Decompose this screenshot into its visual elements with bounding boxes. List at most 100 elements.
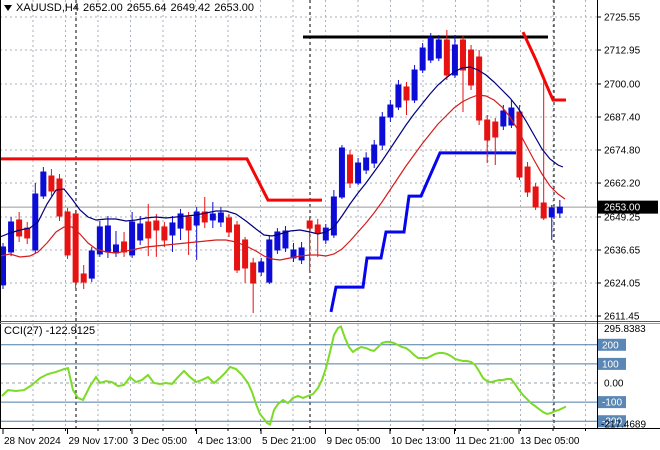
candle — [411, 64, 418, 104]
candle — [363, 152, 370, 174]
cci-zero-label: 0.00 — [604, 379, 624, 390]
candle — [234, 220, 241, 273]
price-axis-label: 2712.95 — [604, 46, 641, 57]
candle — [540, 74, 547, 220]
candle — [201, 196, 208, 229]
candle — [387, 100, 394, 123]
chart-title: XAUUSD,H4 2652.00 2655.64 2649.42 2653.00 — [4, 2, 258, 14]
price-axis-label: 2687.40 — [604, 112, 641, 123]
candle — [48, 169, 55, 197]
candle — [177, 208, 184, 240]
candle — [258, 257, 265, 276]
ma-slow-line — [0, 94, 566, 261]
candle — [153, 213, 160, 257]
candle — [88, 246, 95, 283]
candle — [225, 213, 232, 237]
time-axis-label: 29 Nov 17:00 — [69, 436, 129, 447]
indicator-value: -122.9125 — [45, 325, 96, 337]
indicator-label: CCI(27) -122.9125 — [4, 325, 95, 337]
cci-axis[interactable]: 295.8383 200 100 -100 -200 0.00 -217.4689 — [598, 324, 646, 431]
candle — [169, 215, 176, 252]
candle — [56, 173, 63, 221]
candle — [403, 81, 410, 116]
candle — [419, 43, 426, 74]
time-axis-label: 28 Nov 2024 — [4, 436, 61, 447]
cci-min-label: -217.4689 — [601, 420, 646, 431]
candle — [40, 167, 47, 199]
ma-lines — [0, 66, 566, 261]
candle — [314, 218, 321, 257]
candle — [96, 220, 103, 257]
candle — [435, 34, 442, 62]
price-axis-label: 2611.45 — [604, 312, 640, 323]
time-axis-label: 11 Dec 21:00 — [456, 436, 515, 447]
candle — [185, 211, 192, 255]
cci-level-badge — [598, 338, 626, 351]
candle — [355, 158, 362, 185]
time-axis[interactable]: 28 Nov 2024 29 Nov 17:00 3 Dec 05:00 4 Dec … — [2, 428, 586, 447]
time-axis-label: 3 Dec 05:00 — [133, 436, 187, 447]
candle — [492, 118, 499, 166]
candle — [242, 236, 249, 284]
cci-level-lines — [0, 344, 597, 422]
supertrend-drop-red-line — [521, 31, 566, 102]
candle — [516, 105, 523, 180]
candle — [371, 140, 378, 169]
candle — [556, 200, 563, 218]
candle — [290, 242, 297, 262]
candle — [282, 225, 289, 252]
candle — [250, 257, 257, 314]
price-axis-label: 2700.00 — [604, 79, 641, 90]
candle — [209, 202, 216, 229]
candle — [306, 216, 313, 273]
indicator-name: CCI(27) — [4, 325, 43, 337]
cci-level-badge — [598, 357, 626, 370]
candle — [330, 189, 337, 238]
cci-level-badge — [598, 415, 626, 428]
candle — [8, 216, 15, 257]
cci-line — [1, 325, 567, 426]
candle — [379, 112, 386, 151]
price-axis-label: 2725.55 — [604, 13, 641, 24]
candle — [451, 34, 458, 78]
price-axis-label: 2674.80 — [604, 146, 641, 157]
ohlc-open: 2652.00 — [82, 2, 123, 14]
time-axis-label: 4 Dec 13:00 — [198, 436, 252, 447]
ma-fast-line — [0, 66, 564, 238]
price-axis-label: 2624.05 — [604, 279, 641, 290]
symbol-period-label: XAUUSD,H4 — [16, 2, 79, 14]
candle — [217, 206, 224, 227]
candle — [145, 203, 152, 257]
cci-level-label: -200 — [602, 417, 622, 428]
ohlc-high: 2655.64 — [126, 2, 167, 14]
price-axis-label: 2662.20 — [604, 179, 641, 190]
candle — [524, 162, 531, 197]
cci-level-label: 100 — [602, 359, 619, 370]
price-axis[interactable]: 2725.55 2712.95 2700.00 2687.40 2674.80 2662.… — [597, 13, 658, 323]
overlay-lines — [0, 31, 566, 313]
candle — [274, 228, 281, 254]
chart-frame — [0, 0, 660, 429]
candle — [0, 242, 6, 290]
cci-level-label: 200 — [602, 340, 619, 351]
candle — [193, 206, 200, 260]
ohlc-close: 2653.00 — [214, 2, 255, 14]
candle — [484, 115, 491, 164]
cci-level-label: -100 — [602, 398, 622, 409]
cci-level-badge — [598, 396, 626, 409]
candle — [459, 36, 466, 113]
candle — [443, 30, 450, 80]
ohlc-low: 2649.42 — [170, 2, 211, 14]
supertrend-lower-blue-line — [329, 151, 516, 313]
chevron-down-icon[interactable] — [4, 5, 12, 12]
candle — [16, 211, 23, 242]
time-axis-label: 13 Dec 05:00 — [520, 436, 580, 447]
price-axis-label: 2649.25 — [604, 212, 641, 223]
candle — [347, 150, 354, 189]
price-axis-label: 2636.65 — [604, 245, 641, 256]
candles-layer — [0, 30, 563, 314]
candle — [266, 235, 273, 285]
candle — [395, 79, 402, 111]
time-axis-label: 5 Dec 21:00 — [262, 436, 316, 447]
